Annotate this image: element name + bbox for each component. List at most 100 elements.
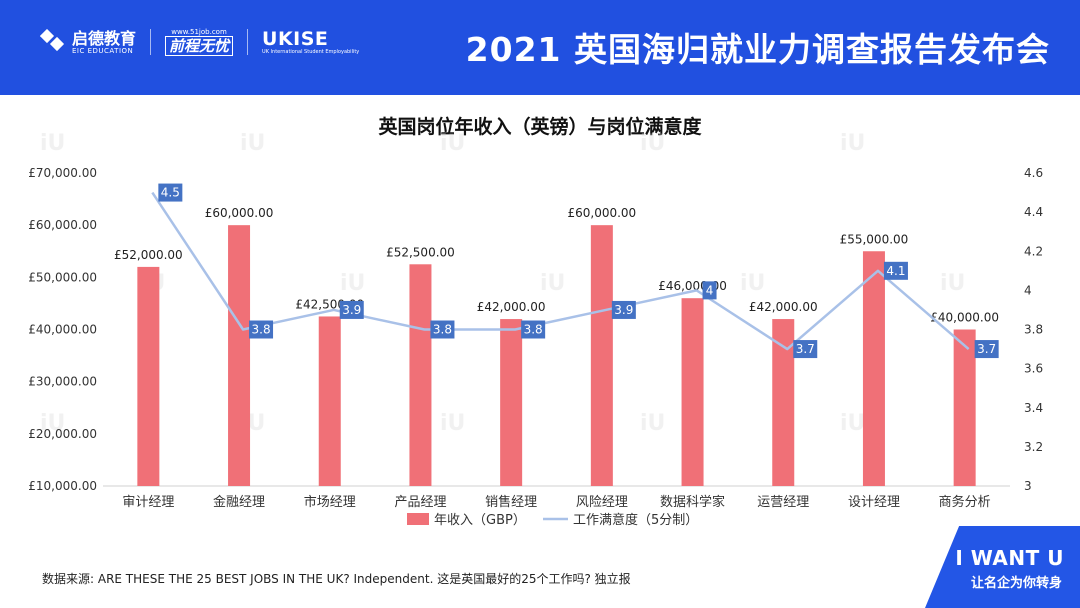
x-tick-label: 设计经理 [848, 495, 900, 510]
watermark-logo: iU [440, 131, 465, 156]
legend-label-income: 年收入（GBP） [434, 513, 526, 528]
line-data-label-box [793, 340, 818, 359]
bar-data-label: £60,000.00 [567, 206, 636, 220]
bar-income [137, 266, 160, 486]
y-right-tick-label: 4.2 [1024, 244, 1043, 258]
bar-data-label: £52,000.00 [114, 248, 183, 262]
line-data-label-box [974, 340, 999, 359]
header-bar: 启德教育 EIC EDUCATION www.51job.com 前程无忧 UK… [0, 0, 1080, 95]
watermark-logo: iU [40, 131, 65, 156]
line-data-label: 3.8 [433, 323, 452, 337]
bar-data-label: £42,000.00 [477, 300, 546, 314]
satisfaction-line [151, 191, 970, 351]
legend-swatch-income [407, 513, 429, 525]
bar-data-label: £55,000.00 [840, 232, 909, 246]
job-site-url: www.51job.com [171, 28, 227, 36]
x-tick-label: 审计经理 [122, 495, 174, 510]
bar-income [318, 316, 341, 486]
line-data-label-box [158, 183, 183, 202]
x-tick-label: 数据科学家 [660, 494, 725, 510]
bar-income [500, 319, 523, 486]
ukise-logo-sub: UK International Student Employability [262, 49, 360, 55]
ukise-logo-name: UKISE [262, 28, 329, 50]
slogan-sub: 让名企为你转身 [970, 576, 1062, 591]
legend-label-satisfaction: 工作满意度（5分制） [573, 512, 698, 528]
bar-income [409, 264, 432, 486]
bar-data-label: £60,000.00 [205, 206, 274, 220]
y-right-tick-label: 3.6 [1024, 362, 1043, 376]
job-site-brand: 前程无忧 [165, 36, 234, 56]
line-data-label-box [430, 320, 455, 339]
slogan-main: I WANT U [955, 546, 1064, 570]
eic-logo-sub: EIC EDUCATION [72, 46, 134, 55]
watermark-logo: iU [340, 271, 365, 296]
x-tick-label: 商务分析 [939, 494, 991, 510]
line-data-label-box [249, 320, 274, 339]
eic-logo-name: 启德教育 [72, 28, 137, 48]
x-tick-label: 运营经理 [757, 495, 809, 510]
watermark-logo: iU [540, 271, 565, 296]
ukise-logo: UKISE UK International Student Employabi… [262, 29, 359, 55]
x-tick-label: 金融经理 [213, 494, 265, 510]
line-data-label-box [883, 261, 908, 280]
y-right-tick-label: 4.6 [1024, 166, 1043, 180]
bar-data-label: £40,000.00 [930, 311, 999, 325]
watermark-logo: iU [840, 131, 865, 156]
bar-income [228, 225, 251, 486]
line-data-label-box [339, 300, 364, 319]
bar-income [681, 298, 704, 486]
x-tick-label: 产品经理 [394, 495, 446, 510]
line-data-label: 3.7 [796, 342, 815, 356]
y-right-tick-label: 3 [1024, 479, 1032, 493]
watermark-logo: iU [40, 411, 65, 436]
line-data-label: 3.9 [614, 303, 633, 317]
watermark-logo: iU [740, 271, 765, 296]
eic-logo-icon [40, 29, 65, 52]
watermark-logo: iU [440, 411, 465, 436]
y-right-tick-label: 3.2 [1024, 440, 1043, 454]
line-data-label: 3.7 [977, 342, 996, 356]
logo-group: 启德教育 EIC EDUCATION www.51job.com 前程无忧 UK… [40, 28, 359, 56]
line-data-label-box [611, 300, 636, 319]
line-data-label-box [521, 320, 546, 339]
bar-data-label: £42,000.00 [749, 300, 818, 314]
line-data-label-box [702, 281, 717, 300]
x-tick-label: 市场经理 [304, 494, 356, 510]
watermark-logo: iU [640, 411, 665, 436]
x-tick-label: 风险经理 [576, 495, 628, 510]
bar-income [590, 225, 613, 486]
x-tick-label: 销售经理 [485, 494, 537, 510]
y-right-tick-label: 3.8 [1024, 323, 1043, 337]
bar-data-label: £52,500.00 [386, 245, 455, 259]
y-left-tick-label: £60,000.00 [28, 218, 97, 232]
line-data-label: 4 [706, 283, 714, 297]
watermark-logo: iU [840, 411, 865, 436]
line-data-label: 4.1 [886, 264, 905, 278]
logo-divider [247, 29, 249, 55]
y-left-tick-label: £40,000.00 [28, 323, 97, 337]
bar-income [772, 319, 795, 486]
logo-divider [150, 29, 152, 55]
page-title: 2021 英国海归就业力调查报告发布会 [465, 30, 1050, 69]
source-note: 数据来源: ARE THESE THE 25 BEST JOBS IN THE … [42, 572, 631, 586]
y-left-tick-label: £30,000.00 [28, 375, 97, 389]
job-site-logo: www.51job.com 前程无忧 [165, 28, 234, 56]
watermark-logo: iU [640, 131, 665, 156]
eic-logo: 启德教育 EIC EDUCATION [40, 29, 136, 55]
y-left-tick-label: £50,000.00 [28, 270, 97, 284]
line-data-label: 3.8 [252, 323, 271, 337]
watermark-logo: iU [240, 131, 265, 156]
watermark-logo: iU [940, 271, 965, 296]
y-right-tick-label: 4.4 [1024, 205, 1043, 219]
line-data-label: 4.5 [161, 186, 180, 200]
y-right-tick-label: 4 [1024, 283, 1032, 297]
bar-income [862, 251, 885, 486]
line-data-label: 3.8 [524, 323, 543, 337]
y-left-tick-label: £20,000.00 [28, 427, 97, 441]
chart-title: 英国岗位年收入（英镑）与岗位满意度 [378, 116, 702, 138]
line-data-label: 3.9 [342, 303, 361, 317]
y-right-tick-label: 3.4 [1024, 401, 1043, 415]
bar-income [953, 329, 976, 486]
y-left-tick-label: £70,000.00 [28, 166, 97, 180]
